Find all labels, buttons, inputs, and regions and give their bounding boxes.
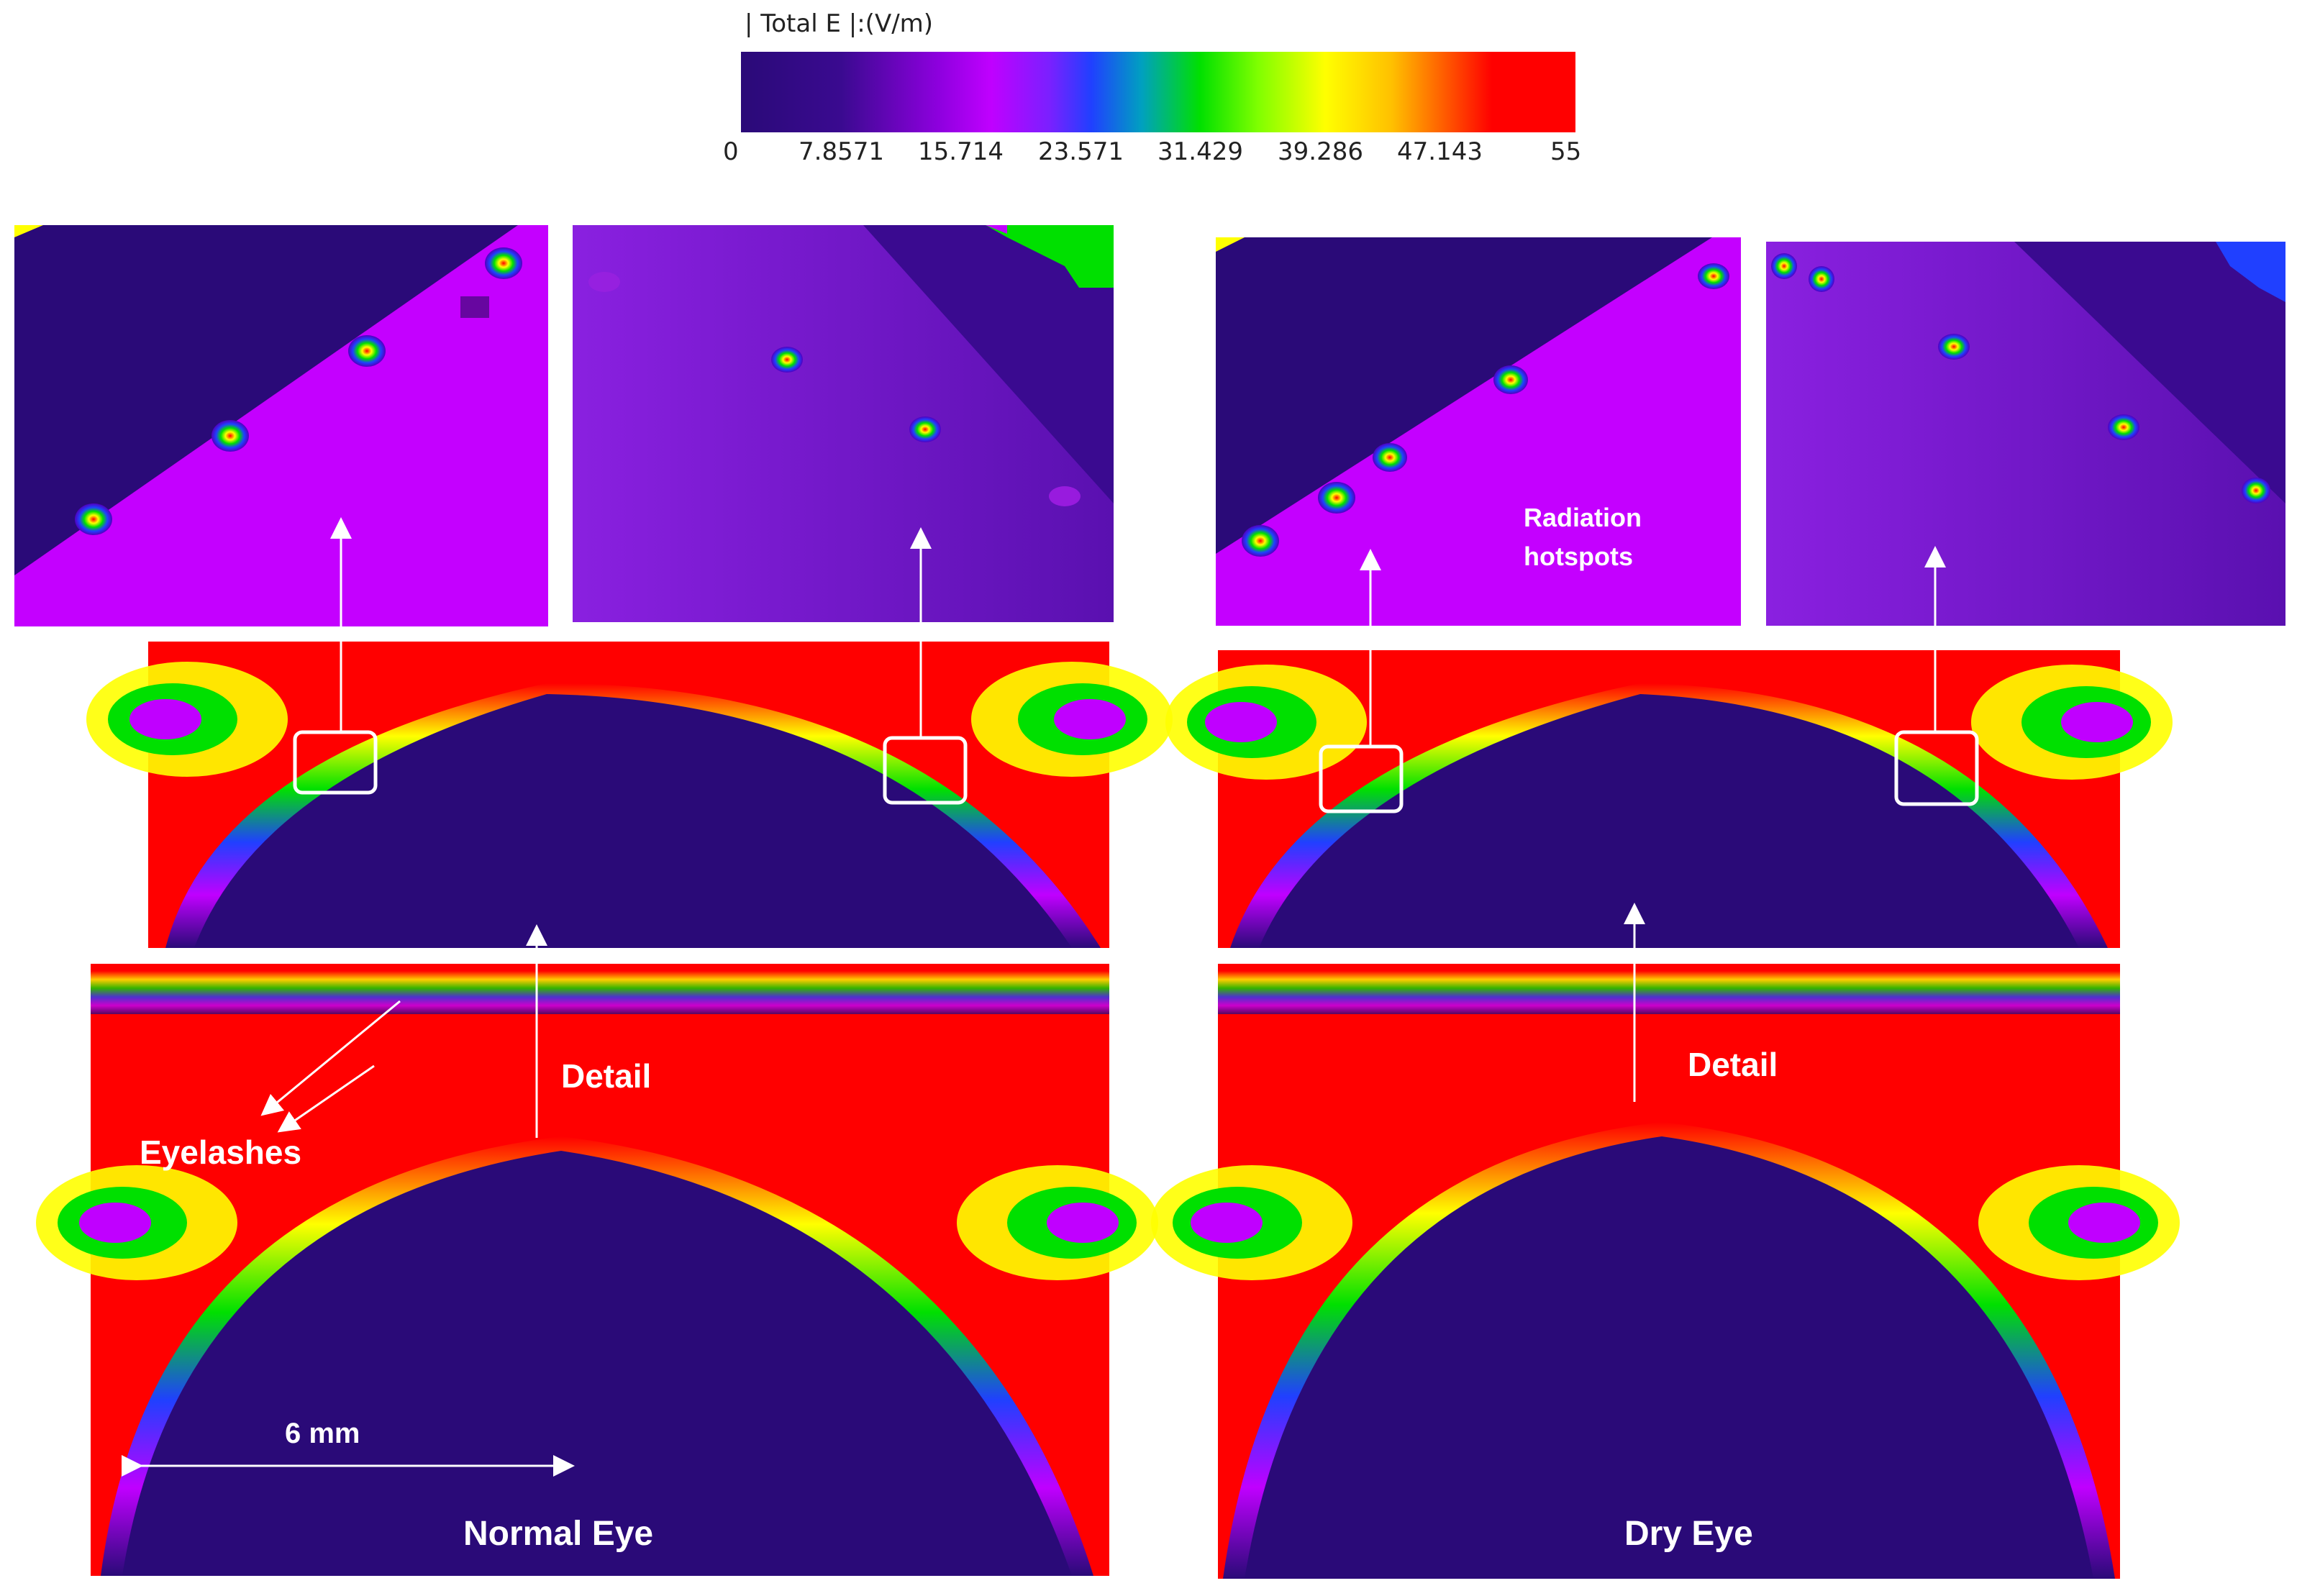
normal-zoom-right [573, 225, 1114, 622]
normal-full-map [36, 964, 1158, 1576]
dry-full-map [1151, 964, 2180, 1579]
normal-eye-title: Normal Eye [463, 1515, 653, 1553]
dry-zoom-left: Radiation hotspots [1216, 237, 1741, 626]
arrows [122, 517, 1946, 1477]
hotspots-label-line1: Radiation [1524, 503, 1642, 532]
scale-label: 6 mm [285, 1418, 360, 1449]
eyelashes-label: Eyelashes [140, 1134, 301, 1171]
colorbar-tick-4: 31.429 [1157, 137, 1243, 166]
colorbar-tick-7: 55 [1550, 137, 1581, 166]
colorbar-tick-0: 0 [723, 137, 739, 166]
dry-zoom-right [1766, 242, 2285, 626]
colorbar-tick-5: 39.286 [1278, 137, 1363, 166]
normal-detail-map [86, 642, 1173, 948]
normal-detail-label: Detail [561, 1057, 651, 1095]
colorbar-tick-1: 7.8571 [799, 137, 884, 166]
colorbar-title: | Total E |:(V/m) [745, 9, 933, 38]
normal-zoom-left [14, 225, 548, 626]
colorbar-tick-2: 15.714 [918, 137, 1004, 166]
colorbar-tick-3: 23.571 [1038, 137, 1124, 166]
colorbar-ticks: 0 7.8571 15.714 23.571 31.429 39.286 47.… [723, 137, 1581, 166]
dry-eye-title: Dry Eye [1624, 1515, 1753, 1553]
dry-detail-map [1165, 650, 2173, 948]
colorbar-tick-6: 47.143 [1397, 137, 1483, 166]
colorbar [741, 52, 1575, 132]
hotspots-label-line2: hotspots [1524, 542, 1633, 571]
dry-detail-label: Detail [1688, 1046, 1778, 1083]
